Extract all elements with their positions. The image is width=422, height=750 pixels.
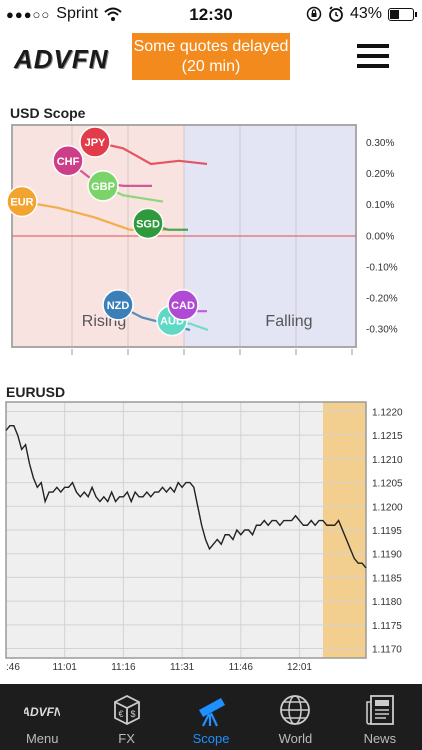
tab-label: FX: [118, 731, 135, 746]
eurusd-x-tick: 11:46: [229, 662, 254, 673]
tab-fx[interactable]: € $ FX: [84, 684, 168, 750]
falling-label: Falling: [265, 313, 312, 330]
svg-text:ADVFN: ADVFN: [24, 705, 60, 719]
telescope-icon: [199, 698, 226, 727]
globe-icon: [280, 695, 311, 725]
scope-y-tick: -0.20%: [366, 294, 398, 305]
svg-text:€: €: [118, 709, 123, 719]
eurusd-x-tick: 11:16: [111, 662, 136, 673]
fx-cube-icon: € $: [113, 694, 140, 726]
wifi-icon: [104, 7, 122, 21]
currency-code: CHF: [57, 156, 80, 168]
currency-bubble-jpy[interactable]: JPY: [79, 126, 111, 158]
currency-bubble-eur[interactable]: EUR: [6, 185, 38, 218]
scope-y-tick: 0.00%: [366, 231, 394, 242]
currency-bubble-nzd[interactable]: NZD: [102, 289, 134, 321]
clock: 12:30: [189, 5, 233, 24]
eurusd-y-tick: 1.1190: [372, 550, 402, 561]
tab-label: News: [363, 731, 397, 746]
eurusd-y-tick: 1.1205: [372, 479, 403, 490]
currency-bubble-chf[interactable]: CHF: [52, 145, 84, 177]
currency-bubble-sgd[interactable]: SGD: [132, 207, 164, 240]
scope-title: USD Scope: [10, 105, 86, 121]
tab-menu[interactable]: ADVFN Menu: [0, 684, 84, 750]
scope-y-tick: -0.30%: [366, 325, 398, 336]
eurusd-y-tick: 1.1175: [372, 621, 402, 632]
scope-line-jpy: [94, 140, 208, 166]
tab-label: World: [278, 731, 313, 746]
currency-code: SGD: [136, 218, 160, 230]
newspaper-icon: [366, 695, 394, 725]
usd-scope-chart[interactable]: 0.30%0.20%0.10%0.00%-0.10%-0.20%-0.30% R…: [0, 120, 422, 360]
currency-code: GBP: [91, 181, 115, 193]
tab-bar: ADVFN Menu € $ FX Scope World: [0, 684, 422, 750]
eurusd-y-tick: 1.1170: [372, 645, 402, 656]
tab-world[interactable]: World: [253, 684, 337, 750]
hamburger-menu-icon[interactable]: [357, 44, 389, 68]
svg-text:$: $: [130, 709, 135, 719]
currency-code: EUR: [10, 197, 33, 209]
eurusd-title: EURUSD: [6, 384, 66, 400]
tab-news[interactable]: News: [338, 684, 422, 750]
rotation-lock-icon: [306, 6, 322, 22]
app-header: ADVFN Some quotes delayed (20 min): [0, 30, 422, 88]
eurusd-chart[interactable]: 1.1220 1.1215 1.1210 1.1205 1.1200 1.1195 1.11…: [0, 398, 422, 684]
battery-percent: 43%: [349, 5, 382, 22]
battery-icon: [388, 7, 417, 21]
scope-y-tick: -0.10%: [366, 262, 398, 273]
alarm-icon: [329, 6, 343, 22]
currency-code: JPY: [85, 137, 106, 149]
scope-y-tick: 0.20%: [366, 169, 394, 180]
eurusd-y-tick: 1.1220: [372, 407, 403, 418]
eurusd-y-tick: 1.1200: [372, 502, 403, 513]
scope-y-tick: 0.30%: [366, 138, 394, 149]
advfn-logo-icon: ADVFN: [24, 705, 60, 719]
carrier-name: Sprint: [56, 5, 99, 22]
eurusd-x-tick: 12:01: [287, 662, 312, 673]
eurusd-price-line: [5, 425, 367, 569]
signal-strength: ●●●○○: [6, 6, 51, 22]
currency-code: CAD: [171, 300, 195, 312]
currency-bubble-cad[interactable]: CAD: [167, 289, 199, 321]
tab-label: Menu: [25, 731, 59, 746]
scope-y-tick: 0.10%: [366, 200, 394, 211]
tab-label: Scope: [192, 731, 230, 746]
eurusd-x-tick: 11:31: [170, 662, 195, 673]
eurusd-y-tick: 1.1215: [372, 431, 403, 442]
eurusd-y-tick: 1.1180: [372, 597, 402, 608]
currency-bubble-gbp[interactable]: GBP: [87, 170, 119, 202]
advfn-logo[interactable]: ADVFN: [14, 44, 109, 74]
eurusd-y-tick: 1.1185: [372, 573, 402, 584]
delay-banner: Some quotes delayed (20 min): [132, 33, 290, 80]
eurusd-y-tick: 1.1210: [372, 455, 403, 466]
status-bar: ●●●○○ Sprint 12:30 43%: [0, 0, 422, 30]
eurusd-x-tick: 11:01: [53, 662, 78, 673]
currency-code: NZD: [107, 300, 130, 312]
tab-scope[interactable]: Scope: [169, 684, 253, 750]
eurusd-y-tick: 1.1195: [372, 526, 402, 537]
eurusd-x-tick: :46: [6, 662, 20, 673]
